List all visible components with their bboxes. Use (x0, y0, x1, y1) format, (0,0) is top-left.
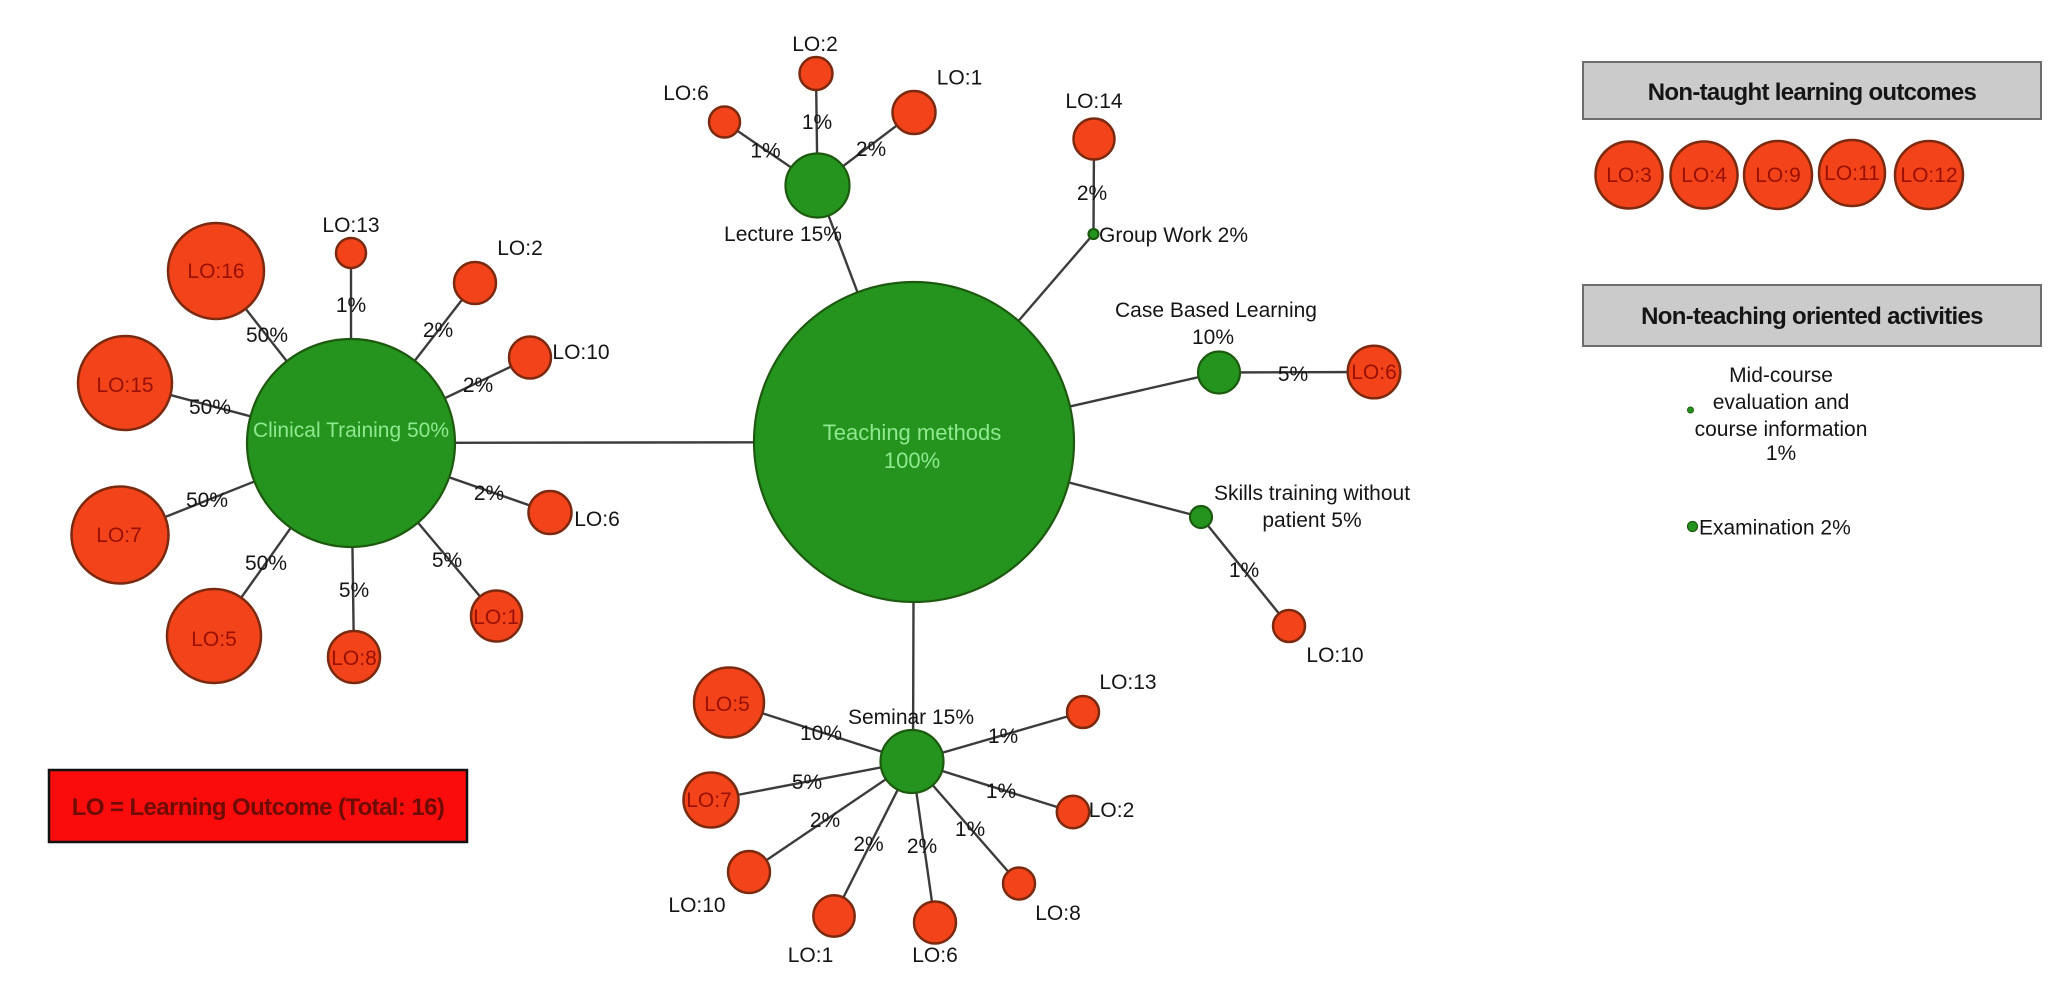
svg-text:10%: 10% (1192, 326, 1234, 349)
svg-text:2%: 2% (423, 319, 453, 342)
svg-text:LO:1: LO:1 (937, 67, 983, 90)
svg-text:1%: 1% (955, 818, 985, 841)
svg-text:patient 5%: patient 5% (1262, 509, 1361, 532)
svg-text:Skills training without: Skills training without (1214, 482, 1410, 505)
svg-text:LO:2: LO:2 (792, 33, 838, 56)
svg-text:LO:10: LO:10 (552, 341, 609, 364)
svg-text:2%: 2% (853, 833, 883, 856)
svg-text:LO:10: LO:10 (668, 894, 725, 917)
svg-text:LO = Learning Outcome (Total:: LO = Learning Outcome (Total: 16) (72, 794, 444, 821)
svg-text:LO:6: LO:6 (1351, 361, 1397, 384)
svg-text:5%: 5% (339, 579, 369, 602)
svg-text:Non-teaching oriented activiti: Non-teaching oriented activities (1641, 303, 1983, 330)
svg-text:1%: 1% (802, 111, 832, 134)
svg-text:LO:3: LO:3 (1606, 164, 1652, 187)
svg-text:Mid-course: Mid-course (1729, 364, 1833, 387)
svg-text:2%: 2% (907, 835, 937, 858)
svg-text:50%: 50% (189, 396, 231, 419)
svg-text:1%: 1% (986, 780, 1016, 803)
svg-text:1%: 1% (750, 140, 780, 163)
svg-text:50%: 50% (245, 552, 287, 575)
svg-text:2%: 2% (856, 138, 886, 161)
svg-text:LO:2: LO:2 (497, 237, 543, 260)
svg-text:2%: 2% (810, 809, 840, 832)
svg-text:LO:7: LO:7 (96, 524, 142, 547)
svg-text:LO:12: LO:12 (1900, 164, 1957, 187)
svg-text:5%: 5% (792, 771, 822, 794)
svg-text:course information: course information (1695, 418, 1868, 441)
svg-text:Seminar 15%: Seminar 15% (848, 706, 974, 729)
svg-text:LO:1: LO:1 (788, 944, 834, 967)
svg-text:evaluation and: evaluation and (1713, 391, 1850, 414)
svg-text:Group Work 2%: Group Work 2% (1099, 224, 1248, 247)
svg-text:LO:9: LO:9 (1755, 164, 1801, 187)
svg-text:Non-taught learning outcomes: Non-taught learning outcomes (1648, 79, 1977, 106)
svg-text:Case Based Learning: Case Based Learning (1115, 299, 1317, 322)
svg-text:10%: 10% (800, 722, 842, 745)
svg-text:LO:6: LO:6 (663, 82, 709, 105)
svg-text:LO:5: LO:5 (704, 693, 750, 716)
svg-text:LO:13: LO:13 (322, 214, 379, 237)
svg-text:Teaching methods: Teaching methods (823, 420, 1002, 445)
svg-text:LO:6: LO:6 (912, 944, 958, 967)
svg-text:LO:15: LO:15 (96, 374, 153, 397)
svg-text:LO:8: LO:8 (1035, 902, 1081, 925)
svg-text:2%: 2% (474, 482, 504, 505)
svg-text:1%: 1% (336, 294, 366, 317)
svg-text:LO:7: LO:7 (686, 789, 732, 812)
svg-text:100%: 100% (884, 448, 940, 473)
svg-text:1%: 1% (1229, 559, 1259, 582)
svg-text:LO:4: LO:4 (1681, 164, 1727, 187)
svg-text:LO:2: LO:2 (1089, 799, 1135, 822)
svg-text:LO:11: LO:11 (1824, 162, 1880, 185)
svg-text:LO:10: LO:10 (1306, 644, 1363, 667)
svg-text:LO:14: LO:14 (1065, 90, 1123, 113)
svg-text:Examination 2%: Examination 2% (1699, 517, 1851, 540)
svg-text:LO:8: LO:8 (331, 647, 377, 670)
svg-text:Clinical Training 50%: Clinical Training 50% (253, 419, 449, 442)
svg-text:LO:1: LO:1 (473, 606, 519, 629)
svg-text:LO:16: LO:16 (187, 260, 244, 283)
svg-text:2%: 2% (1077, 182, 1107, 205)
svg-text:1%: 1% (988, 725, 1018, 748)
svg-text:LO:13: LO:13 (1099, 671, 1156, 694)
svg-text:50%: 50% (186, 489, 228, 512)
svg-text:5%: 5% (432, 549, 462, 572)
svg-text:2%: 2% (463, 374, 493, 397)
svg-text:LO:6: LO:6 (574, 508, 620, 531)
svg-text:50%: 50% (246, 324, 288, 347)
svg-text:LO:5: LO:5 (191, 628, 237, 651)
svg-text:1%: 1% (1766, 442, 1796, 465)
svg-text:Lecture 15%: Lecture 15% (724, 223, 842, 246)
svg-text:5%: 5% (1278, 363, 1308, 386)
